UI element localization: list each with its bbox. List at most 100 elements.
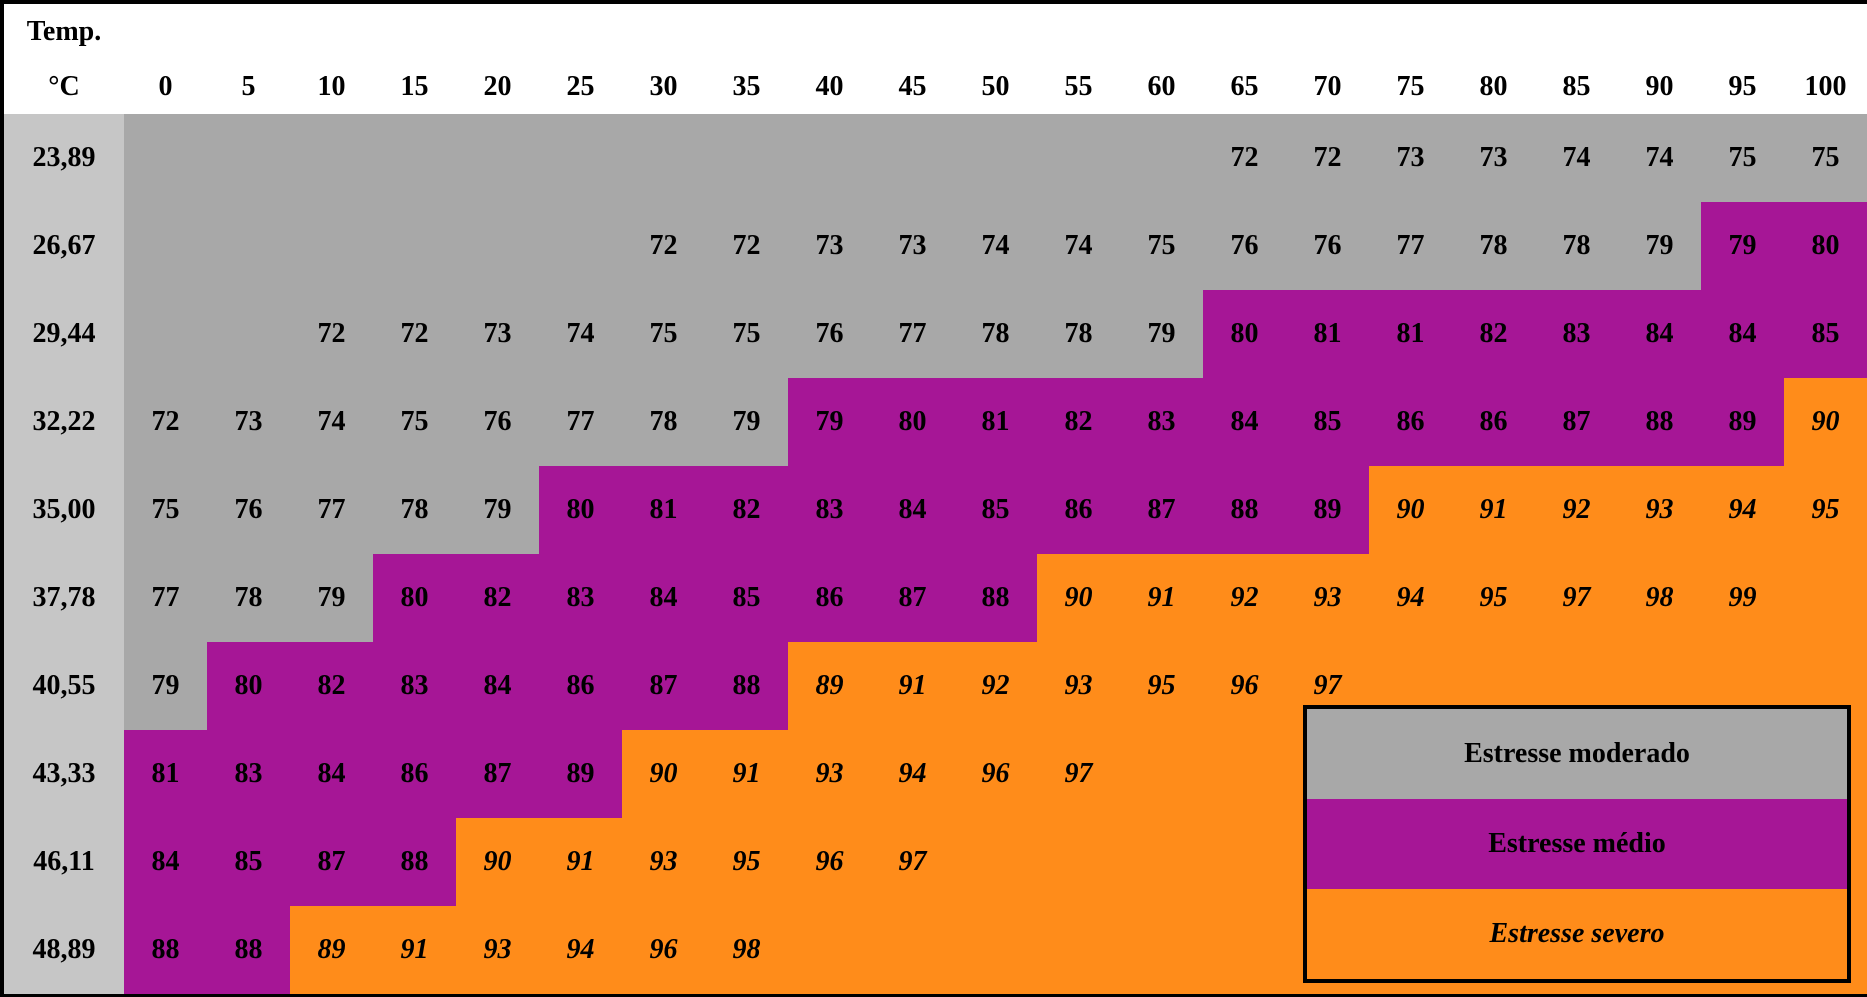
heat-cell: 73 <box>1369 114 1452 202</box>
col-header: 10 <box>290 59 373 114</box>
heat-cell <box>373 114 456 202</box>
heat-cell: 95 <box>705 818 788 906</box>
heat-cell: 95 <box>1784 466 1867 554</box>
heat-cell: 72 <box>124 378 207 466</box>
heat-cell: 84 <box>1701 290 1784 378</box>
col-header: 85 <box>1535 59 1618 114</box>
heat-cell <box>1037 114 1120 202</box>
col-header: 5 <box>207 59 290 114</box>
table-row: 37,7877787980828384858687889091929394959… <box>4 554 1867 642</box>
heat-cell <box>290 114 373 202</box>
heat-cell: 96 <box>1203 642 1286 730</box>
col-header-blank <box>788 4 871 59</box>
heat-cell: 75 <box>1701 114 1784 202</box>
heat-cell <box>124 114 207 202</box>
heat-cell: 80 <box>871 378 954 466</box>
row-header: 32,22 <box>4 378 124 466</box>
heat-cell: 76 <box>788 290 871 378</box>
heat-cell: 79 <box>1701 202 1784 290</box>
heat-cell <box>290 202 373 290</box>
heat-cell <box>539 114 622 202</box>
legend-severo: Estresse severo <box>1307 889 1847 979</box>
col-header: 75 <box>1369 59 1452 114</box>
heat-cell: 84 <box>124 818 207 906</box>
row-header: 48,89 <box>4 906 124 994</box>
heat-cell: 88 <box>954 554 1037 642</box>
heat-cell: 91 <box>373 906 456 994</box>
row-header: 40,55 <box>4 642 124 730</box>
heat-cell: 87 <box>290 818 373 906</box>
col-header-blank <box>871 4 954 59</box>
heat-cell: 76 <box>456 378 539 466</box>
heat-cell: 81 <box>124 730 207 818</box>
heat-cell: 90 <box>456 818 539 906</box>
heat-cell: 77 <box>124 554 207 642</box>
heat-cell <box>207 114 290 202</box>
heat-cell: 73 <box>871 202 954 290</box>
heat-cell: 81 <box>1369 290 1452 378</box>
col-header: 55 <box>1037 59 1120 114</box>
heat-cell: 86 <box>1452 378 1535 466</box>
heat-cell: 82 <box>1037 378 1120 466</box>
heat-cell: 78 <box>373 466 456 554</box>
col-header-blank <box>290 4 373 59</box>
heat-cell: 89 <box>788 642 871 730</box>
heat-cell <box>1784 554 1867 642</box>
col-header: 80 <box>1452 59 1535 114</box>
heat-cell: 84 <box>1203 378 1286 466</box>
heat-cell: 75 <box>1784 114 1867 202</box>
heat-cell: 96 <box>954 730 1037 818</box>
heat-cell: 81 <box>1286 290 1369 378</box>
heat-cell <box>954 114 1037 202</box>
legend-moderado: Estresse moderado <box>1307 709 1847 799</box>
col-header: 45 <box>871 59 954 114</box>
heat-cell <box>954 906 1037 994</box>
heat-cell: 86 <box>373 730 456 818</box>
col-header-blank <box>1535 4 1618 59</box>
col-header: 0 <box>124 59 207 114</box>
row-header: 26,67 <box>4 202 124 290</box>
heat-cell: 99 <box>1701 554 1784 642</box>
col-header: 35 <box>705 59 788 114</box>
heat-cell: 81 <box>954 378 1037 466</box>
heat-cell: 84 <box>622 554 705 642</box>
col-header-blank <box>373 4 456 59</box>
heat-cell: 79 <box>124 642 207 730</box>
heat-cell: 76 <box>1203 202 1286 290</box>
heat-cell: 81 <box>622 466 705 554</box>
header-row-1: Temp. <box>4 4 1867 59</box>
row-header: 37,78 <box>4 554 124 642</box>
heat-cell: 80 <box>207 642 290 730</box>
heat-cell: 86 <box>1369 378 1452 466</box>
heat-cell: 84 <box>456 642 539 730</box>
heat-cell <box>456 202 539 290</box>
legend-medio: Estresse médio <box>1307 799 1847 889</box>
heat-cell: 87 <box>456 730 539 818</box>
legend: Estresse moderado Estresse médio Estress… <box>1303 705 1851 983</box>
heat-cell: 83 <box>373 642 456 730</box>
heat-cell: 88 <box>1203 466 1286 554</box>
heat-cell: 89 <box>1701 378 1784 466</box>
col-header-blank <box>1037 4 1120 59</box>
heat-cell <box>1037 906 1120 994</box>
table-row: 32,2272737475767778797980818283848586868… <box>4 378 1867 466</box>
col-header-blank <box>539 4 622 59</box>
heat-cell <box>1120 906 1203 994</box>
heat-cell: 72 <box>373 290 456 378</box>
heat-cell: 82 <box>1452 290 1535 378</box>
heat-cell: 93 <box>1286 554 1369 642</box>
heat-cell: 74 <box>1535 114 1618 202</box>
row-header: 29,44 <box>4 290 124 378</box>
heat-cell: 92 <box>954 642 1037 730</box>
heat-cell: 85 <box>1286 378 1369 466</box>
heat-cell: 85 <box>207 818 290 906</box>
col-header: 30 <box>622 59 705 114</box>
heat-cell: 93 <box>622 818 705 906</box>
row-header: 43,33 <box>4 730 124 818</box>
heat-cell: 90 <box>1784 378 1867 466</box>
heat-cell: 88 <box>207 906 290 994</box>
heat-cell: 77 <box>290 466 373 554</box>
heat-cell: 91 <box>705 730 788 818</box>
col-header: 50 <box>954 59 1037 114</box>
heat-cell: 88 <box>124 906 207 994</box>
